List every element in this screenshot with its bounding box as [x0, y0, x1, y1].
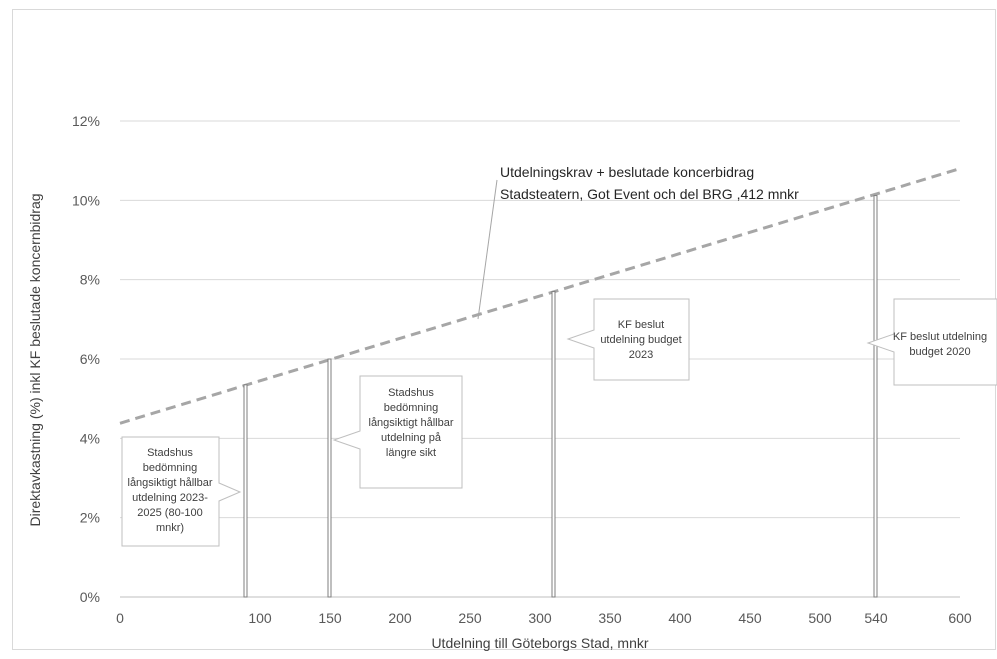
x-tick-label: 0: [116, 610, 124, 626]
callout-text: Stadshus: [388, 387, 434, 399]
callout-box: [866, 298, 997, 386]
bar: [327, 358, 332, 598]
callout-text: mnkr): [156, 522, 184, 534]
x-axis-title: Utdelning till Göteborgs Stad, mnkr: [431, 635, 648, 651]
x-tick-labels: 0 100 150 200 250 300 350 400 450 500 540 600: [116, 610, 972, 626]
callout-text: långsiktigt hållbar: [369, 417, 454, 429]
x-tick-label: 400: [668, 610, 692, 626]
bar: [551, 291, 556, 598]
x-tick-label: 540: [864, 610, 888, 626]
callout-text: utdelning 2023-: [132, 492, 208, 504]
chart-frame: [12, 9, 996, 650]
callout-box: [121, 436, 242, 547]
y-tick-label: 8%: [80, 272, 100, 288]
bars: [243, 195, 878, 598]
x-tick-label: 500: [808, 610, 832, 626]
x-tick-label: 100: [248, 610, 272, 626]
dashed-series-line: [119, 167, 961, 425]
y-tick-label: 12%: [72, 113, 100, 129]
callout-text: 2023: [629, 349, 653, 361]
dashed-series: [119, 167, 961, 425]
x-tick-label: 600: [948, 610, 972, 626]
callout-text: bedömning: [384, 402, 438, 414]
gridlines: [120, 120, 960, 598]
y-tick-label: 6%: [80, 351, 100, 367]
y-tick-label: 10%: [72, 192, 100, 208]
callout-text: KF beslut: [618, 319, 664, 331]
dashed-line-label: Utdelningskrav + beslutade koncerbidrag …: [500, 164, 799, 202]
y-tick-label: 4%: [80, 430, 100, 446]
callout-text: bedömning: [143, 462, 197, 474]
dashed-line-leader: [477, 179, 498, 320]
callouts: Stadshus bedömning långsiktigt hållbar utde…: [121, 298, 997, 547]
x-tick-label: 450: [738, 610, 762, 626]
bar: [873, 195, 878, 598]
y-tick-label: 2%: [80, 510, 100, 526]
y-tick-label: 0%: [80, 589, 100, 605]
x-tick-label: 350: [598, 610, 622, 626]
callout-box: [566, 298, 690, 381]
callout-text: KF beslut utdelning: [893, 331, 987, 343]
dashed-line-label-line-2: Stadsteatern, Got Event och del BRG ,412…: [500, 186, 799, 202]
x-tick-label: 150: [318, 610, 342, 626]
callout-text: längre sikt: [386, 447, 436, 459]
bar: [243, 384, 248, 598]
x-tick-label: 200: [388, 610, 412, 626]
y-tick-labels: 0% 2% 4% 6% 8% 10% 12%: [72, 113, 100, 605]
x-tick-label: 300: [528, 610, 552, 626]
callout-box: [332, 375, 463, 489]
callout-text: utdelning budget: [600, 334, 681, 346]
callout-text: Stadshus: [147, 447, 193, 459]
callout-text: utdelning på: [381, 432, 442, 444]
leader-line: [477, 179, 498, 320]
callout-text: långsiktigt hållbar: [128, 477, 213, 489]
y-axis-title: Direktavkastning (%) inkl KF beslutade k…: [27, 193, 43, 526]
x-tick-label: 250: [458, 610, 482, 626]
callout-text: 2025 (80-100: [137, 507, 202, 519]
dashed-line-label-line-1: Utdelningskrav + beslutade koncerbidrag: [500, 164, 754, 180]
callout-text: budget 2020: [909, 346, 970, 358]
